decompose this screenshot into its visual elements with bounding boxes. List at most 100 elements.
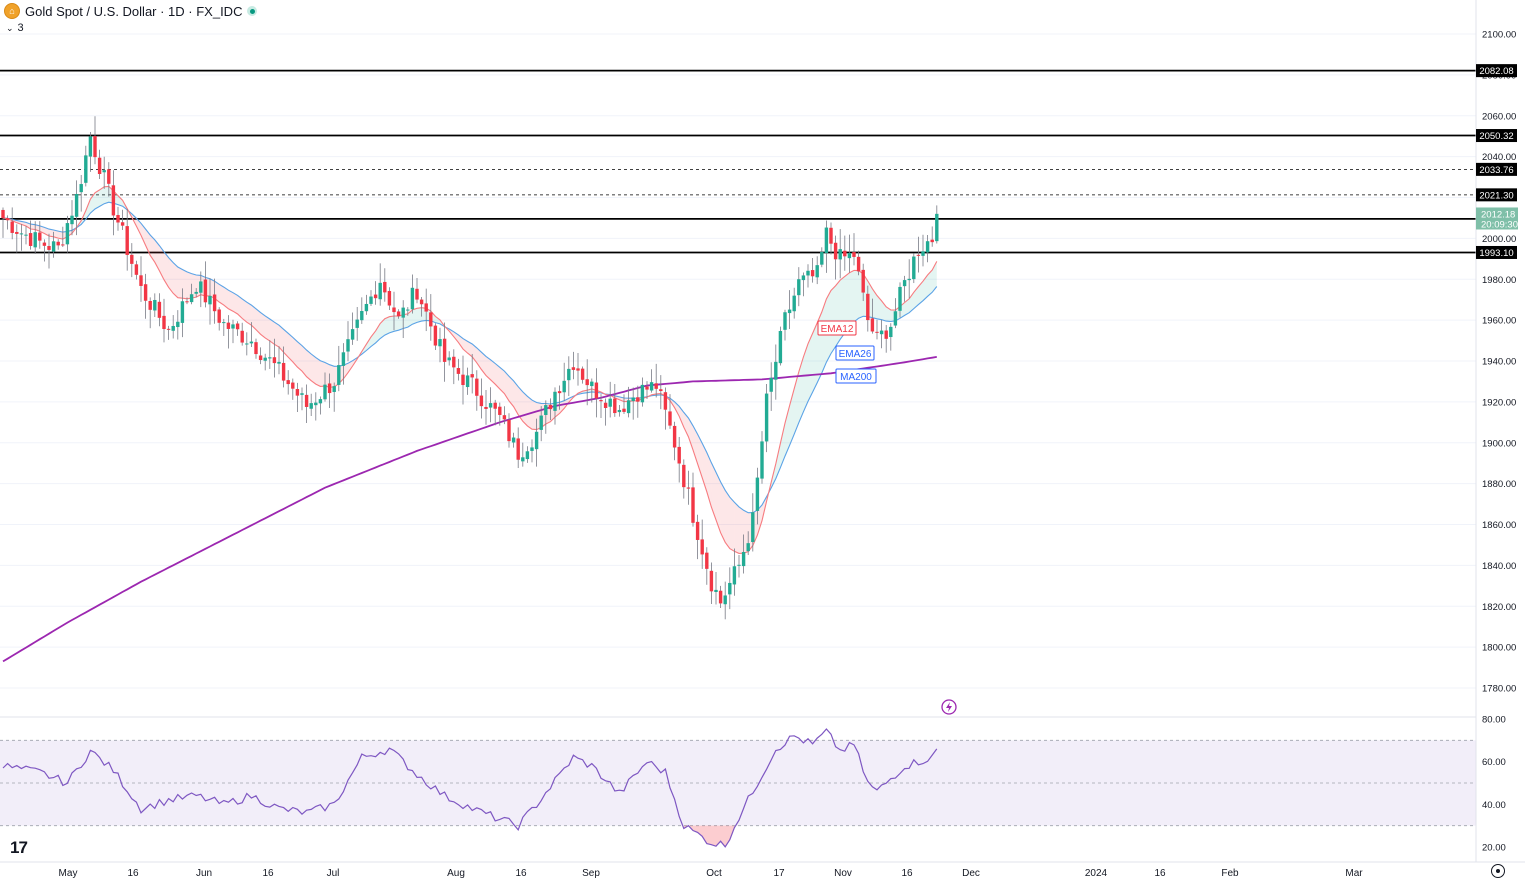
candlestick-series[interactable] — [1, 116, 939, 620]
candle[interactable] — [659, 375, 663, 410]
candle[interactable] — [447, 351, 451, 366]
candle[interactable] — [622, 394, 626, 415]
candle[interactable] — [898, 282, 902, 318]
candle[interactable] — [19, 224, 24, 251]
candle[interactable] — [705, 547, 709, 585]
candle[interactable] — [769, 362, 773, 411]
candle[interactable] — [852, 233, 856, 266]
candle[interactable] — [640, 377, 645, 407]
candle[interactable] — [617, 404, 622, 417]
candle[interactable] — [728, 567, 732, 610]
candle[interactable] — [456, 358, 461, 381]
chart-legend-header[interactable]: ⌂ Gold Spot / U.S. Dollar · 1D · FX_IDC — [4, 2, 258, 20]
candle[interactable] — [810, 258, 815, 283]
candle[interactable] — [148, 297, 152, 329]
candle[interactable] — [470, 353, 474, 394]
candle[interactable] — [245, 332, 249, 356]
candle[interactable] — [870, 298, 875, 334]
candle[interactable] — [51, 231, 56, 258]
candle[interactable] — [304, 384, 309, 423]
candle[interactable] — [856, 250, 861, 276]
candle[interactable] — [525, 446, 530, 463]
candle[interactable] — [120, 209, 125, 230]
candle[interactable] — [10, 207, 14, 240]
candle[interactable] — [15, 224, 19, 253]
candle[interactable] — [668, 394, 672, 429]
candle[interactable] — [787, 290, 792, 330]
time-axis[interactable]: May 16 Jun 16 Jul Aug 16 Sep Oct 17 Nov 16 Dec 2024 16… — [59, 868, 1364, 879]
candle[interactable] — [751, 493, 755, 552]
candle[interactable] — [212, 278, 217, 324]
candle[interactable] — [516, 427, 520, 469]
candle[interactable] — [185, 297, 189, 305]
candle[interactable] — [732, 548, 737, 596]
candle[interactable] — [5, 215, 10, 230]
symbol-title[interactable]: Gold Spot / U.S. Dollar · 1D · FX_IDC — [25, 3, 243, 19]
candle[interactable] — [143, 273, 148, 319]
candle[interactable] — [272, 338, 277, 378]
candle[interactable] — [429, 294, 433, 341]
candle[interactable] — [180, 288, 185, 338]
candle[interactable] — [47, 233, 51, 269]
candle[interactable] — [38, 221, 42, 249]
candle[interactable] — [111, 170, 116, 236]
candle[interactable] — [608, 381, 612, 418]
candle[interactable] — [286, 370, 290, 395]
lightning-alert-icon[interactable] — [941, 699, 957, 715]
candle[interactable] — [636, 385, 640, 418]
candle[interactable] — [488, 387, 493, 423]
candle[interactable] — [539, 406, 543, 442]
candle[interactable] — [833, 235, 838, 280]
candle[interactable] — [258, 347, 263, 365]
candle[interactable] — [649, 369, 654, 393]
candle[interactable] — [327, 373, 332, 408]
candle[interactable] — [902, 275, 907, 302]
candle[interactable] — [277, 346, 281, 375]
candle[interactable] — [355, 306, 359, 341]
candle[interactable] — [171, 315, 175, 339]
candle[interactable] — [590, 378, 594, 403]
candle[interactable] — [921, 234, 925, 267]
candle[interactable] — [373, 281, 378, 305]
candle[interactable] — [93, 116, 97, 165]
candle[interactable] — [88, 131, 93, 172]
candle[interactable] — [438, 327, 442, 363]
candle[interactable] — [567, 356, 571, 397]
candle[interactable] — [774, 344, 778, 400]
candle[interactable] — [56, 239, 60, 250]
candle[interactable] — [337, 345, 341, 392]
candle[interactable] — [300, 387, 304, 411]
candle[interactable] — [686, 470, 691, 505]
candle[interactable] — [935, 205, 939, 244]
candle[interactable] — [672, 421, 677, 461]
candle[interactable] — [134, 260, 139, 280]
candle[interactable] — [157, 293, 162, 327]
rsi-axis[interactable]: 80.00 60.00 40.00 20.00 — [1482, 715, 1506, 854]
candle[interactable] — [231, 319, 235, 344]
candle[interactable] — [70, 200, 74, 236]
candle[interactable] — [346, 321, 350, 362]
candle[interactable] — [107, 162, 111, 197]
candle[interactable] — [364, 294, 369, 315]
candle[interactable] — [194, 288, 198, 298]
candle[interactable] — [406, 307, 410, 316]
candle[interactable] — [585, 359, 589, 406]
candle[interactable] — [475, 370, 479, 411]
candle[interactable] — [199, 271, 203, 308]
candle[interactable] — [153, 293, 157, 317]
candle[interactable] — [723, 581, 727, 620]
candle[interactable] — [691, 472, 695, 527]
candle[interactable] — [318, 396, 323, 415]
candle[interactable] — [746, 531, 750, 556]
candle[interactable] — [415, 278, 419, 304]
candle[interactable] — [613, 384, 617, 417]
candle[interactable] — [424, 288, 428, 332]
candle[interactable] — [815, 256, 819, 285]
candle[interactable] — [387, 287, 392, 311]
candle[interactable] — [576, 352, 580, 386]
candle[interactable] — [281, 346, 286, 388]
candle[interactable] — [314, 392, 318, 421]
candle[interactable] — [102, 156, 106, 189]
candle[interactable] — [682, 459, 686, 499]
